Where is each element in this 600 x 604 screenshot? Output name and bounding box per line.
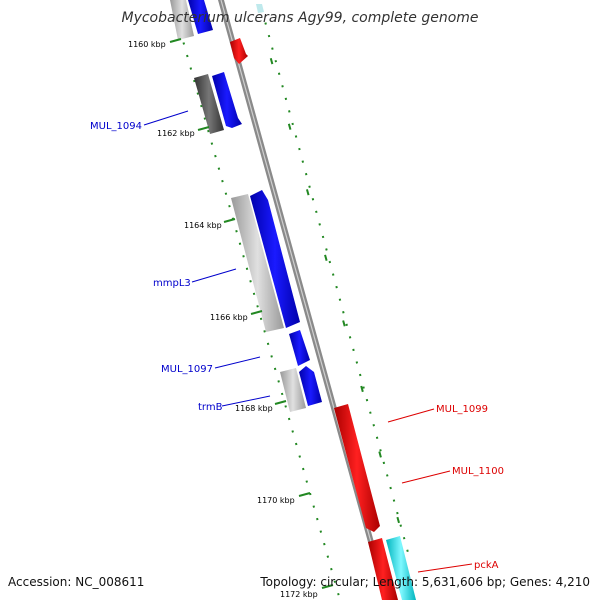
gene-red-small [230, 38, 248, 64]
gene-trmb-gray [280, 368, 306, 412]
gene-mmpl3-blue [250, 190, 300, 328]
gene-mul1097-blue [289, 330, 310, 366]
gene-mul1094-dark [194, 74, 224, 134]
gene-label-mul1100[interactable]: MUL_1100 [452, 466, 504, 477]
tick-label: 1172 kbp [280, 590, 318, 599]
gene-mul1094-blue [212, 72, 242, 128]
gene-label-trmb[interactable]: trmB [198, 402, 223, 413]
inner-guide-dots [179, 29, 341, 601]
gene-pcka-red [368, 538, 398, 600]
gene-label-mul1097[interactable]: MUL_1097 [161, 364, 213, 375]
accession-text: Accession: NC_008611 [8, 575, 145, 589]
gene-pcka-cyan [386, 536, 416, 600]
tick-label: 1170 kbp [257, 496, 295, 505]
gene-top-blue [188, 0, 213, 34]
gene-top-gray [170, 0, 194, 40]
gene-label-pcka[interactable]: pckA [474, 560, 499, 571]
tick-marks: 1160 kbp 1162 kbp 1164 kbp 1166 kbp 1168… [128, 38, 334, 599]
gene-label-mul1099[interactable]: MUL_1099 [436, 404, 488, 415]
topology-text: Topology: circular; Length: 5,631,606 bp… [260, 575, 590, 589]
gene-mmpl3-gray [231, 194, 284, 332]
tick-label: 1166 kbp [210, 313, 248, 322]
tick-label: 1162 kbp [157, 129, 195, 138]
map-title: Mycobacterium ulcerans Agy99, complete g… [121, 10, 479, 26]
gene-labels: MUL_1094 mmpL3 MUL_1097 trmB MUL_1099 MU… [90, 110, 504, 573]
tick-label: 1160 kbp [128, 40, 166, 49]
gene-label-mul1094[interactable]: MUL_1094 [90, 121, 142, 132]
gene-label-mmpl3[interactable]: mmpL3 [153, 278, 191, 289]
gene-top-cyan [256, 4, 264, 13]
gene-mul1099-red [334, 404, 380, 532]
tick-label: 1168 kbp [235, 404, 273, 413]
gene-trmb-blue [299, 366, 322, 406]
tick-label: 1164 kbp [184, 221, 222, 230]
